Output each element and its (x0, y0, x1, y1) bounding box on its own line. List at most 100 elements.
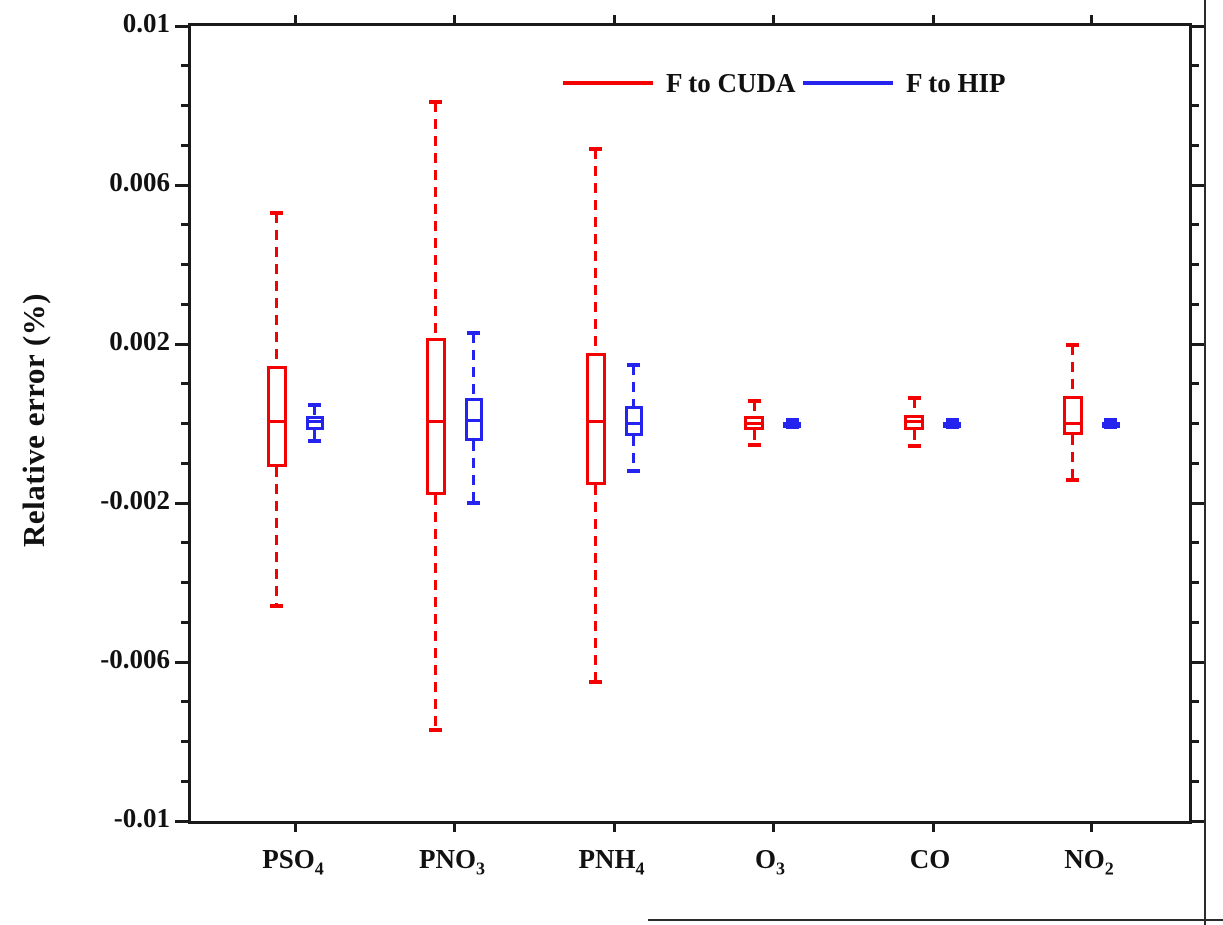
whisker-cap-bottom (467, 501, 481, 505)
y-minor-tick-left (181, 223, 188, 227)
median-line (904, 419, 924, 423)
y-minor-tick-right (1192, 223, 1199, 227)
y-major-tick-right (1192, 24, 1205, 28)
median-line (744, 421, 765, 425)
y-major-tick-left (175, 660, 188, 664)
x-tick-top (1090, 15, 1094, 23)
y-minor-tick-right (1192, 302, 1199, 306)
y-major-tick-right (1192, 501, 1205, 505)
y-minor-tick-right (1192, 382, 1199, 386)
x-tick-bottom (931, 824, 935, 832)
median-line (425, 419, 446, 423)
y-tick-label: 0.006 (109, 167, 170, 197)
whisker-cap-bottom (627, 469, 641, 474)
y-minor-tick-left (181, 143, 188, 147)
legend-label-cuda: F to CUDA (666, 67, 796, 98)
whisker-cap-bottom (270, 604, 284, 609)
whisker-upper (752, 400, 756, 416)
y-major-tick-right (1192, 183, 1205, 187)
median-line (266, 420, 287, 423)
whisker-upper (912, 398, 916, 416)
y-minor-tick-left (181, 263, 188, 266)
y-tick-label: -0.002 (100, 485, 170, 515)
y-major-tick-right (1192, 342, 1205, 346)
y-major-tick-right (1192, 819, 1205, 823)
page-border-bottom (648, 919, 1223, 921)
y-minor-tick-left (181, 422, 188, 425)
y-tick-label: -0.01 (113, 803, 170, 833)
y-minor-tick-left (181, 581, 188, 584)
y-major-tick-left (175, 819, 188, 823)
whisker-upper (434, 101, 438, 339)
whisker-cap-bottom (747, 443, 761, 448)
legend-item-cuda: F to CUDA (563, 66, 795, 100)
whisker-upper (472, 332, 476, 399)
whisker-cap-top (627, 363, 641, 368)
y-major-tick-right (1192, 660, 1205, 664)
box (425, 338, 446, 496)
x-category-label-subscript: 3 (475, 858, 485, 879)
y-minor-tick-right (1192, 581, 1199, 584)
y-minor-tick-right (1192, 461, 1199, 465)
y-minor-tick-left (181, 64, 188, 68)
median-line (1101, 422, 1120, 425)
whisker-cap-top (1066, 343, 1080, 348)
x-tick-top (613, 15, 617, 23)
y-minor-tick-right (1192, 541, 1199, 545)
whisker-cap-bottom (589, 679, 603, 684)
legend-item-hip: F to HIP (803, 66, 1005, 100)
whisker-lower (912, 429, 916, 447)
box (266, 365, 287, 468)
y-minor-tick-right (1192, 263, 1199, 266)
median-line (464, 418, 483, 422)
x-tick-bottom (453, 824, 457, 832)
y-minor-tick-left (181, 104, 188, 107)
x-category-label: NO2 (1064, 844, 1114, 879)
whisker-upper (313, 404, 317, 416)
y-minor-tick-right (1192, 104, 1199, 107)
x-category-label: PNH4 (578, 844, 645, 879)
median-line (943, 422, 961, 425)
median-line (305, 420, 324, 424)
y-minor-tick-right (1192, 740, 1199, 743)
whisker-lower (594, 485, 598, 682)
y-minor-tick-right (1192, 779, 1199, 783)
whisker-lower (472, 440, 476, 503)
x-category-label: PNO3 (418, 844, 485, 879)
whisker-cap-top (747, 398, 761, 403)
box (1062, 396, 1083, 436)
whisker-cap-top (785, 417, 799, 422)
whisker-cap-top (589, 147, 603, 152)
whisker-lower (275, 467, 279, 607)
plot-frame: F to CUDA F to HIP (175, 15, 1205, 832)
y-minor-tick-left (181, 382, 188, 386)
whisker-upper (1071, 345, 1075, 397)
median-line (624, 421, 643, 425)
whisker-cap-top (270, 210, 284, 215)
box (585, 353, 606, 486)
whisker-cap-bottom (1066, 477, 1080, 482)
y-major-tick-left (175, 24, 188, 28)
y-minor-tick-right (1192, 620, 1199, 624)
legend-line-cuda (563, 81, 653, 85)
whisker-cap-bottom (308, 438, 322, 443)
whisker-cap-bottom (429, 727, 443, 732)
y-tick-label: 0.01 (122, 8, 170, 38)
whisker-cap-bottom (907, 444, 921, 449)
y-tick-label: -0.006 (100, 644, 170, 674)
x-tick-top (931, 15, 935, 23)
whisker-cap-top (308, 402, 322, 407)
y-major-tick-left (175, 183, 188, 187)
whisker-cap-top (429, 99, 443, 104)
y-major-tick-left (175, 342, 188, 346)
x-category-label-subscript: 3 (776, 858, 786, 879)
legend-line-hip (803, 81, 893, 85)
whisker-cap-top (1104, 417, 1118, 422)
x-category-label-subscript: 4 (635, 858, 645, 879)
x-tick-bottom (294, 824, 298, 832)
whisker-upper (275, 212, 279, 366)
y-minor-tick-left (181, 461, 188, 465)
y-major-tick-left (175, 501, 188, 505)
x-tick-top (294, 15, 298, 23)
x-category-label-subscript: 4 (314, 858, 324, 879)
